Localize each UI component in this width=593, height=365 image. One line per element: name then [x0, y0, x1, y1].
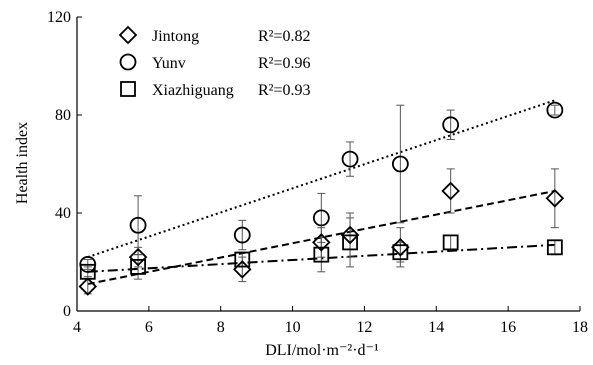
legend-marker-yunv: [119, 53, 137, 71]
point-yunv: [312, 209, 330, 227]
point-jintong: [441, 181, 460, 201]
point-yunv: [341, 150, 359, 168]
ticks: 4 6 8 10 12 14 16 18 0 40 80 120: [47, 9, 588, 336]
fit-line-xiazhiguang: [87, 243, 555, 273]
x-axis-label: DLI/mol·m⁻²·d⁻¹: [265, 342, 379, 359]
point-jintong: [128, 247, 148, 267]
x-tick-label: 12: [356, 319, 372, 336]
x-tick-label: 10: [285, 319, 301, 336]
point-xiazhiguang: [546, 239, 563, 256]
r-squared-yunv: R²=0.96: [258, 55, 311, 72]
x-tick-label: 16: [500, 319, 516, 336]
x-tick-label: 6: [145, 319, 153, 336]
point-jintong: [340, 225, 360, 245]
error-bars: [83, 104, 559, 295]
axes: [76, 17, 580, 312]
r-squared-jintong: R²=0.82: [258, 28, 311, 45]
x-tick-label: 14: [428, 319, 444, 336]
fit-line-yunv: [87, 99, 556, 259]
legend: Jintong R²=0.82 Yunv R²=0.96 Xiazhiguang R²=0…: [118, 25, 311, 99]
y-axis-label: Health index: [14, 122, 31, 204]
point-xiazhiguang: [234, 251, 251, 268]
point-jintong: [312, 233, 331, 252]
legend-marker-jintong: [118, 25, 138, 45]
x-tick-label: 8: [217, 319, 225, 336]
point-jintong: [545, 189, 565, 208]
fit-lines: [87, 99, 556, 286]
legend-label-yunv: Yunv: [152, 55, 186, 72]
point-xiazhiguang: [442, 234, 459, 251]
y-tick-label: 120: [47, 9, 71, 26]
y-tick-label: 40: [55, 205, 71, 222]
legend-label-xiazhiguang: Xiazhiguang: [152, 82, 234, 99]
data-markers: [78, 101, 565, 296]
point-yunv: [391, 155, 409, 173]
point-xiazhiguang: [342, 234, 358, 251]
x-tick-label: 4: [73, 319, 81, 336]
x-tick-label: 18: [572, 319, 588, 336]
point-yunv: [233, 226, 251, 244]
point-yunv: [442, 116, 460, 134]
point-xiazhiguang: [313, 246, 330, 263]
legend-label-jintong: Jintong: [152, 28, 199, 45]
r-squared-xiazhiguang: R²=0.93: [258, 82, 311, 99]
point-yunv: [129, 216, 147, 234]
point-xiazhiguang: [392, 244, 409, 261]
y-tick-label: 0: [63, 303, 71, 320]
point-jintong: [78, 277, 98, 296]
point-yunv: [546, 101, 564, 119]
legend-marker-xiazhiguang: [120, 81, 136, 97]
point-xiazhiguang: [130, 258, 146, 275]
point-xiazhiguang: [79, 263, 96, 280]
fit-line-jintong: [87, 189, 556, 286]
y-tick-label: 80: [55, 107, 71, 124]
